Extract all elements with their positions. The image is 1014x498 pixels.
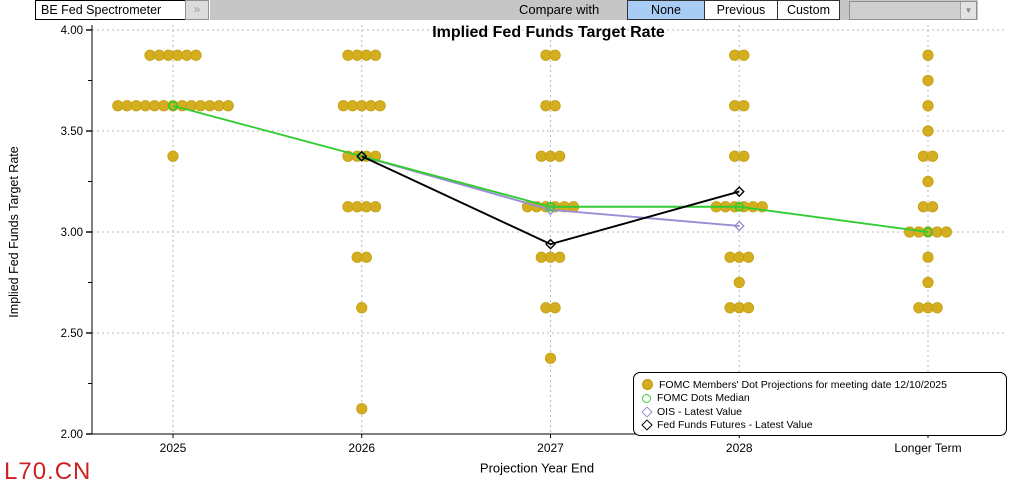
fomc-dot [742,302,755,314]
fomc-dot [554,251,566,263]
fomc-dot [922,100,934,112]
fomc-dot [931,302,943,314]
y-tick-label: 2.00 [61,429,83,441]
fomc-dot [742,251,755,263]
toolbar: BE Fed Spectrometer » Compare with None … [0,0,1014,20]
legend-label: Fed Funds Futures - Latest Value [657,419,813,432]
compare-previous-button[interactable]: Previous [704,0,778,20]
fomc-dot [356,403,368,415]
ticker-code: L70.CN [4,458,92,485]
fomc-dot [360,251,372,263]
chevron-down-icon[interactable]: ▼ [960,2,976,19]
legend-item-fomc-median: FOMC Dots Median [642,392,1006,406]
fomc-dot [549,302,561,314]
fomc-dot [926,201,939,213]
x-tick-label: 2025 [160,441,187,455]
fomc-dot [167,150,179,162]
fomc-dot [922,251,934,263]
y-axis-title: Implied Fed Funds Target Rate [7,146,21,318]
compare-none-button[interactable]: None [627,0,705,20]
fomc-dot [922,276,934,289]
fomc-dot [369,201,382,213]
fomc-dot [738,150,750,162]
fomc-dot [733,276,745,289]
open-circle-icon [642,393,651,403]
fomc-dot [922,175,934,188]
fomc-median-marker [923,227,933,237]
legend-label: OIS - Latest Value [657,405,743,418]
fomc-median-marker [734,201,745,212]
function-selector[interactable]: BE Fed Spectrometer [35,0,190,20]
legend: FOMC Members' Dot Projections for meetin… [633,372,1007,436]
fomc-dot [940,226,953,238]
fomc-dot [922,49,934,61]
compare-custom-button[interactable]: Custom [777,0,840,20]
y-tick-label: 4.00 [61,25,83,37]
fomc-dot [549,49,561,61]
legend-item-ois: OIS - Latest Value [641,405,1006,419]
fomc-median-marker [545,201,556,212]
compare-custom-dropdown[interactable]: ▼ [849,1,977,20]
legend-label: FOMC Members' Dot Projections for meetin… [659,378,947,391]
fed-funds-futures-marker [356,150,368,162]
x-tick-label: 2026 [348,441,375,455]
expand-button[interactable]: » [185,0,209,20]
y-tick-label: 2.50 [61,328,83,340]
fomc-dot [738,49,750,61]
x-tick-label: 2027 [537,441,564,455]
y-tick-label: 3.50 [61,126,83,138]
fed-funds-futures-marker [733,186,745,198]
fomc-dot [374,100,386,112]
legend-item-fed-funds-futures: Fed Funds Futures - Latest Value [641,419,1006,433]
fomc-dot [369,49,382,61]
y-tick-label: 3.00 [61,227,83,239]
ois-marker [733,220,745,232]
legend-item-dot-projections: FOMC Members' Dot Projections for meetin… [642,378,1006,392]
filled-dot-icon [642,379,653,391]
fomc-median-marker [168,100,178,111]
fomc-dot [922,74,934,87]
x-tick-label: 2028 [726,441,753,455]
ois-line [361,155,740,227]
fomc-dot [738,100,750,112]
x-axis-title: Projection Year End [479,460,595,476]
open-diamond-purple-icon [641,406,653,418]
fomc-dot [190,49,202,61]
x-tick-label: Longer Term [894,441,961,455]
fed-funds-futures-line [361,155,740,246]
fomc-dot [356,302,368,314]
fomc-dot [549,100,561,112]
fomc-dot [926,150,939,162]
fomc-dot [922,125,934,137]
open-diamond-black-icon [641,419,653,431]
fomc-dot [544,352,557,364]
compare-with-label: Compare with [519,2,600,17]
chart-title: Implied Fed Funds Target Rate [432,24,665,41]
fed-funds-futures-marker [545,238,556,250]
fomc-dot [554,150,566,162]
fomc-dot [222,100,234,112]
legend-label: FOMC Dots Median [657,392,750,405]
fomc-median-line [172,104,929,233]
